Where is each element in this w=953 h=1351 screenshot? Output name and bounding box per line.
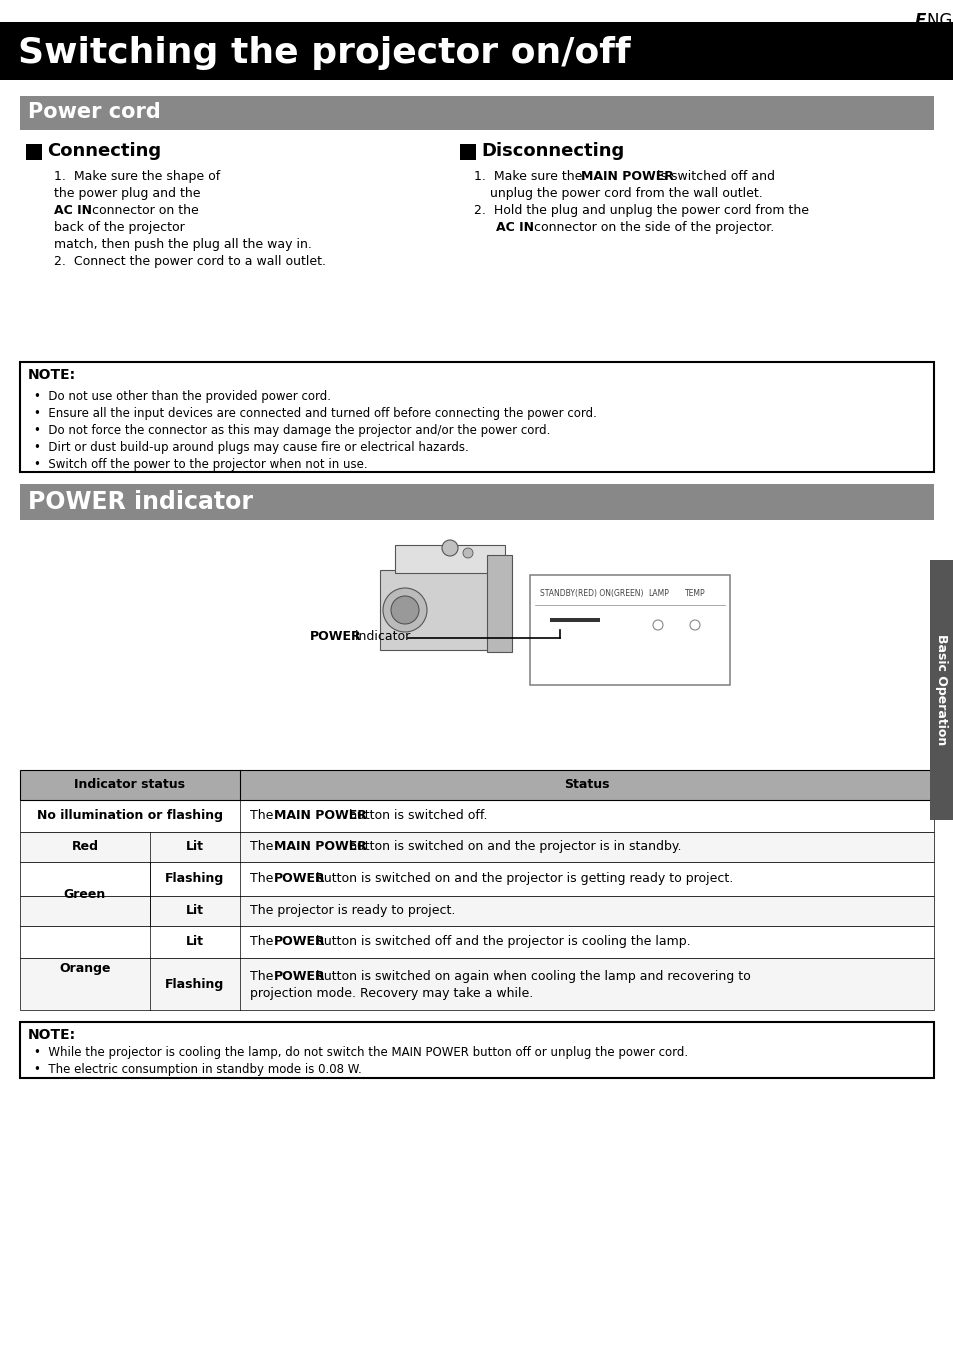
Bar xyxy=(550,617,599,621)
Bar xyxy=(20,800,933,832)
Bar xyxy=(20,484,933,520)
Bar xyxy=(20,925,933,958)
Text: Orange: Orange xyxy=(59,962,111,975)
Bar xyxy=(20,362,933,471)
Bar xyxy=(395,544,504,573)
Text: STANDBY(RED) ON(GREEN): STANDBY(RED) ON(GREEN) xyxy=(539,589,643,598)
Text: 1.  Make sure the: 1. Make sure the xyxy=(474,170,586,182)
Text: 1.  Make sure the shape of: 1. Make sure the shape of xyxy=(54,170,220,182)
Text: The: The xyxy=(250,840,277,852)
Bar xyxy=(530,576,729,685)
Text: MAIN POWER: MAIN POWER xyxy=(274,809,367,821)
Circle shape xyxy=(652,620,662,630)
Text: Basic Operation: Basic Operation xyxy=(935,635,947,746)
Text: connector on the side of the projector.: connector on the side of the projector. xyxy=(530,222,774,234)
Text: Connecting: Connecting xyxy=(47,142,161,159)
Text: connector on the: connector on the xyxy=(88,204,198,218)
Text: button is switched on and the projector is in standby.: button is switched on and the projector … xyxy=(345,840,680,852)
Text: match, then push the plug all the way in.: match, then push the plug all the way in… xyxy=(54,238,312,251)
Text: button is switched off.: button is switched off. xyxy=(345,809,487,821)
Text: The: The xyxy=(250,809,277,821)
Bar xyxy=(20,770,933,800)
Circle shape xyxy=(391,596,418,624)
Text: Disconnecting: Disconnecting xyxy=(480,142,623,159)
Circle shape xyxy=(462,549,473,558)
Text: button is switched off and the projector is cooling the lamp.: button is switched off and the projector… xyxy=(312,935,690,948)
Text: The: The xyxy=(250,970,277,984)
Text: The: The xyxy=(250,935,277,948)
Text: Switching the projector on/off: Switching the projector on/off xyxy=(18,36,630,70)
Text: button is switched on again when cooling the lamp and recovering to: button is switched on again when cooling… xyxy=(312,970,750,984)
Text: TEMP: TEMP xyxy=(684,589,705,598)
Text: indicator: indicator xyxy=(351,630,410,643)
Text: E: E xyxy=(914,12,925,30)
Text: •  Switch off the power to the projector when not in use.: • Switch off the power to the projector … xyxy=(34,458,367,471)
Bar xyxy=(20,896,933,925)
Text: Flashing: Flashing xyxy=(165,978,224,992)
Text: Power cord: Power cord xyxy=(28,101,161,122)
Bar xyxy=(20,1021,933,1078)
Circle shape xyxy=(382,588,427,632)
Text: POWER: POWER xyxy=(310,630,361,643)
Bar xyxy=(929,561,953,820)
Bar xyxy=(379,570,490,650)
Text: projection mode. Recovery may take a while.: projection mode. Recovery may take a whi… xyxy=(250,988,533,1000)
Text: 2.  Connect the power cord to a wall outlet.: 2. Connect the power cord to a wall outl… xyxy=(54,255,326,267)
Text: POWER: POWER xyxy=(274,871,325,885)
Bar xyxy=(26,145,42,159)
Text: •  While the projector is cooling the lamp, do not switch the MAIN POWER button : • While the projector is cooling the lam… xyxy=(34,1046,687,1059)
Text: •  Ensure all the input devices are connected and turned off before connecting t: • Ensure all the input devices are conne… xyxy=(34,407,597,420)
Text: Red: Red xyxy=(71,840,98,852)
Text: Lit: Lit xyxy=(186,935,204,948)
Text: •  Dirt or dust build-up around plugs may cause fire or electrical hazards.: • Dirt or dust build-up around plugs may… xyxy=(34,440,468,454)
Text: Lit: Lit xyxy=(186,904,204,917)
Text: POWER: POWER xyxy=(274,970,325,984)
Text: •  The electric consumption in standby mode is 0.08 W.: • The electric consumption in standby mo… xyxy=(34,1063,361,1075)
Text: Green: Green xyxy=(64,888,106,901)
Text: MAIN POWER: MAIN POWER xyxy=(274,840,367,852)
Circle shape xyxy=(689,620,700,630)
Text: the power plug and the: the power plug and the xyxy=(54,186,200,200)
Text: The: The xyxy=(250,871,277,885)
Text: Status: Status xyxy=(563,778,609,790)
Text: is switched off and: is switched off and xyxy=(652,170,774,182)
Text: NGLISH - 19: NGLISH - 19 xyxy=(926,12,953,30)
Bar xyxy=(20,958,933,1011)
Circle shape xyxy=(441,540,457,557)
Text: AC IN: AC IN xyxy=(496,222,534,234)
Bar xyxy=(0,22,953,80)
Text: Indicator status: Indicator status xyxy=(74,778,185,790)
Text: 2.  Hold the plug and unplug the power cord from the: 2. Hold the plug and unplug the power co… xyxy=(474,204,808,218)
Bar xyxy=(20,96,933,130)
Bar xyxy=(20,862,933,896)
Text: Flashing: Flashing xyxy=(165,871,224,885)
Text: POWER: POWER xyxy=(274,935,325,948)
Text: NOTE:: NOTE: xyxy=(28,1028,76,1042)
Bar xyxy=(486,555,512,653)
Text: back of the projector: back of the projector xyxy=(54,222,185,234)
Text: button is switched on and the projector is getting ready to project.: button is switched on and the projector … xyxy=(312,871,733,885)
Text: POWER indicator: POWER indicator xyxy=(28,490,253,513)
Bar xyxy=(459,145,476,159)
Text: NOTE:: NOTE: xyxy=(28,367,76,382)
Text: unplug the power cord from the wall outlet.: unplug the power cord from the wall outl… xyxy=(474,186,762,200)
Text: •  Do not force the connector as this may damage the projector and/or the power : • Do not force the connector as this may… xyxy=(34,424,550,436)
Text: The projector is ready to project.: The projector is ready to project. xyxy=(250,904,455,917)
Bar xyxy=(20,832,933,862)
Text: AC IN: AC IN xyxy=(54,204,91,218)
Text: MAIN POWER: MAIN POWER xyxy=(580,170,673,182)
Text: No illumination or flashing: No illumination or flashing xyxy=(37,809,223,821)
Text: •  Do not use other than the provided power cord.: • Do not use other than the provided pow… xyxy=(34,390,331,403)
Text: LAMP: LAMP xyxy=(647,589,668,598)
Text: Lit: Lit xyxy=(186,840,204,852)
